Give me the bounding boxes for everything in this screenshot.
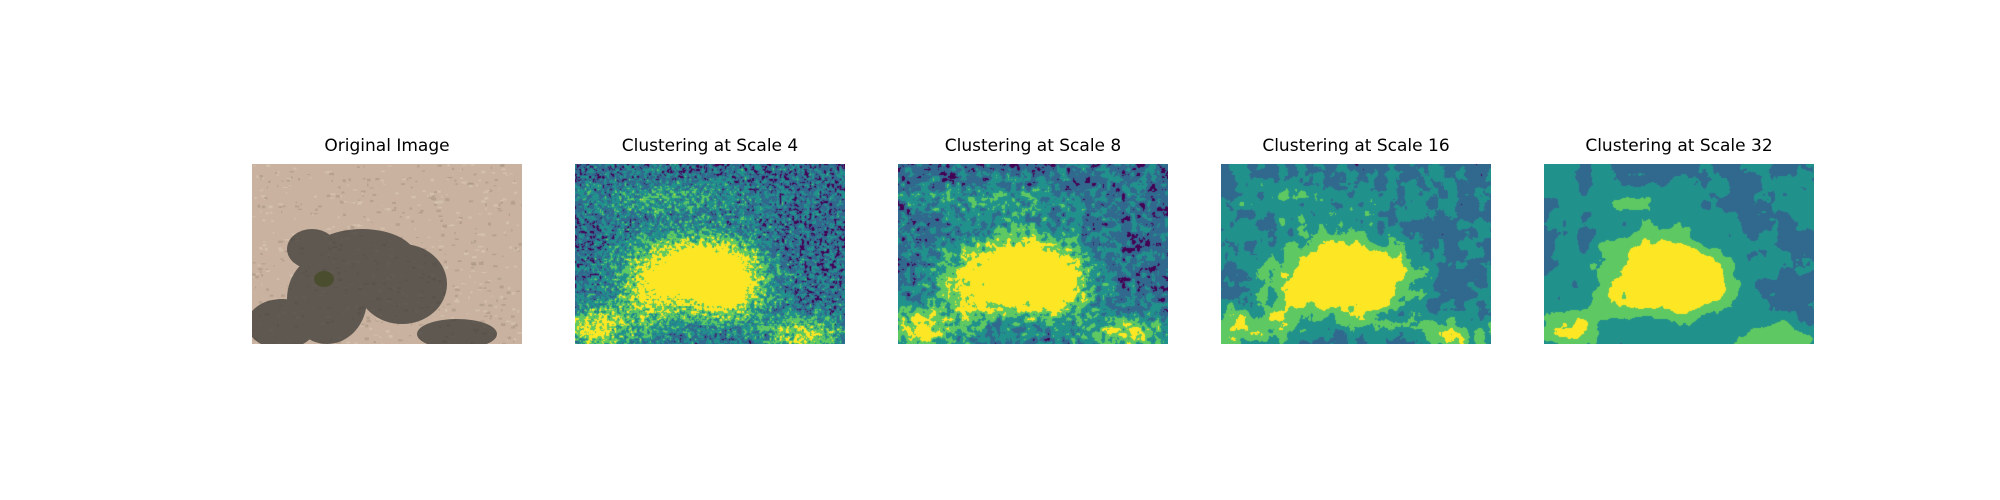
- cluster-map-scale-4: [575, 164, 845, 344]
- panel-title: Clustering at Scale 4: [621, 136, 799, 156]
- panel-title: Original Image: [324, 136, 450, 156]
- cluster-map-scale-16: [1221, 164, 1491, 344]
- original-image: [252, 164, 522, 344]
- panel-title: Clustering at Scale 32: [1585, 136, 1773, 156]
- panel-title: Clustering at Scale 8: [944, 136, 1122, 156]
- panel-title: Clustering at Scale 16: [1262, 136, 1450, 156]
- cluster-map-scale-8: [898, 164, 1168, 344]
- cluster-map-scale-32: [1544, 164, 1814, 344]
